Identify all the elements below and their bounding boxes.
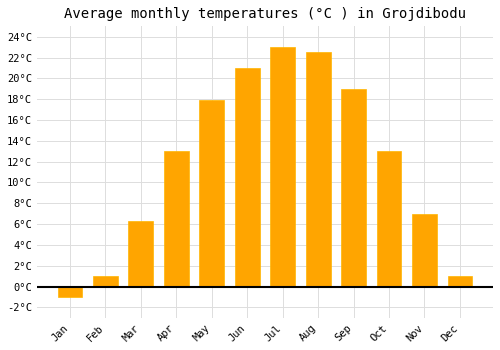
Bar bbox=[128, 221, 154, 287]
Bar bbox=[270, 47, 295, 287]
Bar bbox=[341, 89, 366, 287]
Bar bbox=[164, 151, 188, 287]
Bar bbox=[235, 68, 260, 287]
Bar bbox=[448, 276, 472, 287]
Bar bbox=[93, 276, 118, 287]
Bar bbox=[412, 214, 437, 287]
Bar bbox=[58, 287, 82, 297]
Title: Average monthly temperatures (°C ) in Grojdibodu: Average monthly temperatures (°C ) in Gr… bbox=[64, 7, 466, 21]
Bar bbox=[200, 100, 224, 287]
Bar bbox=[376, 151, 402, 287]
Bar bbox=[306, 52, 330, 287]
